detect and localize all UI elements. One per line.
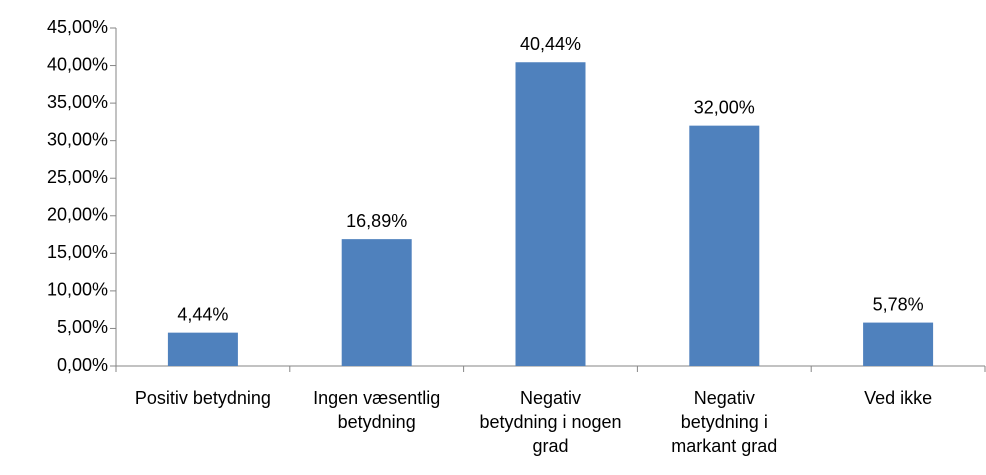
- bar: [515, 62, 586, 366]
- x-tick-label: Ingen væsentlig betydning: [313, 388, 441, 432]
- bar: [167, 332, 238, 366]
- x-tick-label-box: Negativ betydning i markant grad: [671, 388, 778, 456]
- y-tick-label: 0,00%: [57, 355, 108, 375]
- y-tick-label: 45,00%: [47, 17, 108, 37]
- value-label: 4,44%: [177, 304, 228, 324]
- x-tick-label-box: Ingen væsentlig betydning: [313, 388, 441, 432]
- x-tick-label-box: Ved ikke: [864, 388, 933, 408]
- x-tick-label: Ved ikke: [864, 388, 933, 408]
- bar: [341, 239, 412, 366]
- y-tick-label: 5,00%: [57, 317, 108, 337]
- y-tick-label: 20,00%: [47, 205, 108, 225]
- y-tick-label: 30,00%: [47, 129, 108, 149]
- y-tick-label: 35,00%: [47, 92, 108, 112]
- value-label: 5,78%: [873, 294, 924, 314]
- y-tick-label: 10,00%: [47, 280, 108, 300]
- y-tick-label: 25,00%: [47, 167, 108, 187]
- x-tick-label: Positiv betydning: [134, 388, 271, 408]
- x-tick-label-box: Negativ betydning i nogen grad: [479, 388, 622, 456]
- x-tick-label: Negativ betydning i nogen grad: [479, 388, 622, 456]
- value-label: 16,89%: [346, 211, 407, 231]
- value-label: 32,00%: [694, 97, 755, 117]
- value-label: 40,44%: [520, 34, 581, 54]
- bar: [689, 125, 760, 367]
- x-tick-label-box: Positiv betydning: [134, 388, 271, 408]
- x-tick-label: Negativ betydning i markant grad: [671, 388, 778, 456]
- bar: [863, 322, 934, 366]
- y-tick-label: 40,00%: [47, 54, 108, 74]
- y-tick-label: 15,00%: [47, 242, 108, 262]
